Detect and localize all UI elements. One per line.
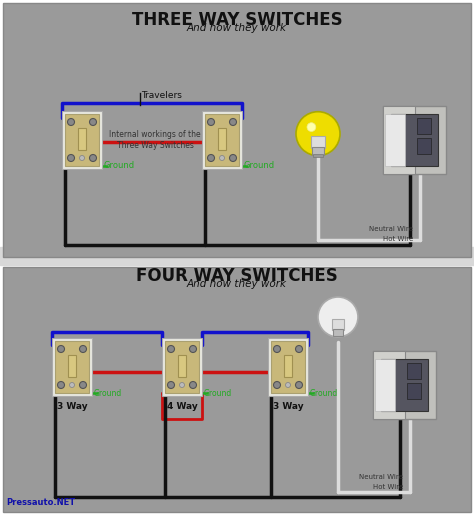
Bar (385, 114, 405, 166)
Bar (62, 111, 102, 169)
Circle shape (307, 123, 316, 131)
Circle shape (190, 346, 197, 352)
Circle shape (57, 346, 64, 352)
Bar (374, 351, 405, 419)
Text: Travelers: Travelers (142, 91, 182, 100)
Text: Hot Wire: Hot Wire (373, 484, 403, 490)
Circle shape (67, 118, 74, 126)
Circle shape (80, 346, 86, 352)
Bar (332, 319, 344, 330)
Bar (78, 128, 86, 150)
Circle shape (285, 383, 291, 387)
Circle shape (318, 297, 358, 337)
Circle shape (67, 154, 74, 162)
Circle shape (296, 112, 340, 156)
Text: Neutral Wire: Neutral Wire (359, 474, 403, 480)
Text: 3 Way: 3 Way (57, 402, 87, 411)
Circle shape (295, 382, 302, 388)
Circle shape (90, 154, 97, 162)
Bar (202, 111, 242, 169)
Text: Ground: Ground (204, 388, 232, 398)
Bar (68, 355, 76, 377)
Circle shape (229, 154, 237, 162)
Text: Ground: Ground (104, 162, 135, 170)
Bar (375, 359, 395, 411)
Circle shape (70, 383, 74, 387)
Circle shape (219, 156, 225, 161)
Text: 4 Way: 4 Way (167, 402, 197, 411)
Text: Pressauto.NET: Pressauto.NET (6, 498, 75, 507)
Circle shape (273, 382, 281, 388)
Text: Internal workings of the
Three Way Switches: Internal workings of the Three Way Switc… (109, 130, 201, 150)
Circle shape (208, 118, 215, 126)
Text: Neutral Wire: Neutral Wire (369, 226, 413, 232)
Circle shape (167, 382, 174, 388)
Text: And how they work: And how they work (187, 279, 287, 289)
Bar (417, 118, 431, 134)
Bar (165, 341, 199, 393)
Circle shape (90, 118, 97, 126)
Bar (383, 106, 447, 174)
Bar (3, 267, 471, 512)
Circle shape (190, 382, 197, 388)
Text: Ground: Ground (94, 388, 122, 398)
Text: Hot Wire: Hot Wire (383, 236, 413, 242)
Bar (382, 359, 428, 411)
Circle shape (167, 346, 174, 352)
Bar (55, 341, 89, 393)
Text: THREE WAY SWITCHES: THREE WAY SWITCHES (132, 11, 342, 29)
Circle shape (80, 382, 86, 388)
Bar (311, 136, 325, 148)
Text: Ground: Ground (310, 388, 338, 398)
Bar (284, 355, 292, 377)
Bar (417, 138, 431, 154)
Bar (392, 114, 438, 166)
Bar (333, 329, 343, 336)
Bar (271, 341, 305, 393)
Bar (178, 355, 186, 377)
Bar (205, 114, 239, 166)
Bar (407, 383, 421, 399)
Bar (374, 351, 437, 419)
Bar (162, 338, 202, 396)
Circle shape (208, 154, 215, 162)
Bar (407, 363, 421, 379)
Bar (65, 114, 99, 166)
Bar (383, 106, 415, 174)
Bar (3, 3, 471, 257)
Text: 3 Way: 3 Way (273, 402, 303, 411)
Circle shape (295, 346, 302, 352)
Bar (0, 247, 474, 265)
Text: FOUR WAY SWITCHES: FOUR WAY SWITCHES (136, 267, 338, 285)
Circle shape (180, 383, 184, 387)
Text: Ground: Ground (244, 162, 275, 170)
Circle shape (273, 346, 281, 352)
Bar (312, 147, 324, 154)
Bar (313, 153, 323, 157)
Text: And how they work: And how they work (187, 23, 287, 33)
Bar (52, 338, 92, 396)
Circle shape (57, 382, 64, 388)
Circle shape (229, 118, 237, 126)
Bar (218, 128, 226, 150)
Circle shape (80, 156, 84, 161)
Bar (268, 338, 308, 396)
